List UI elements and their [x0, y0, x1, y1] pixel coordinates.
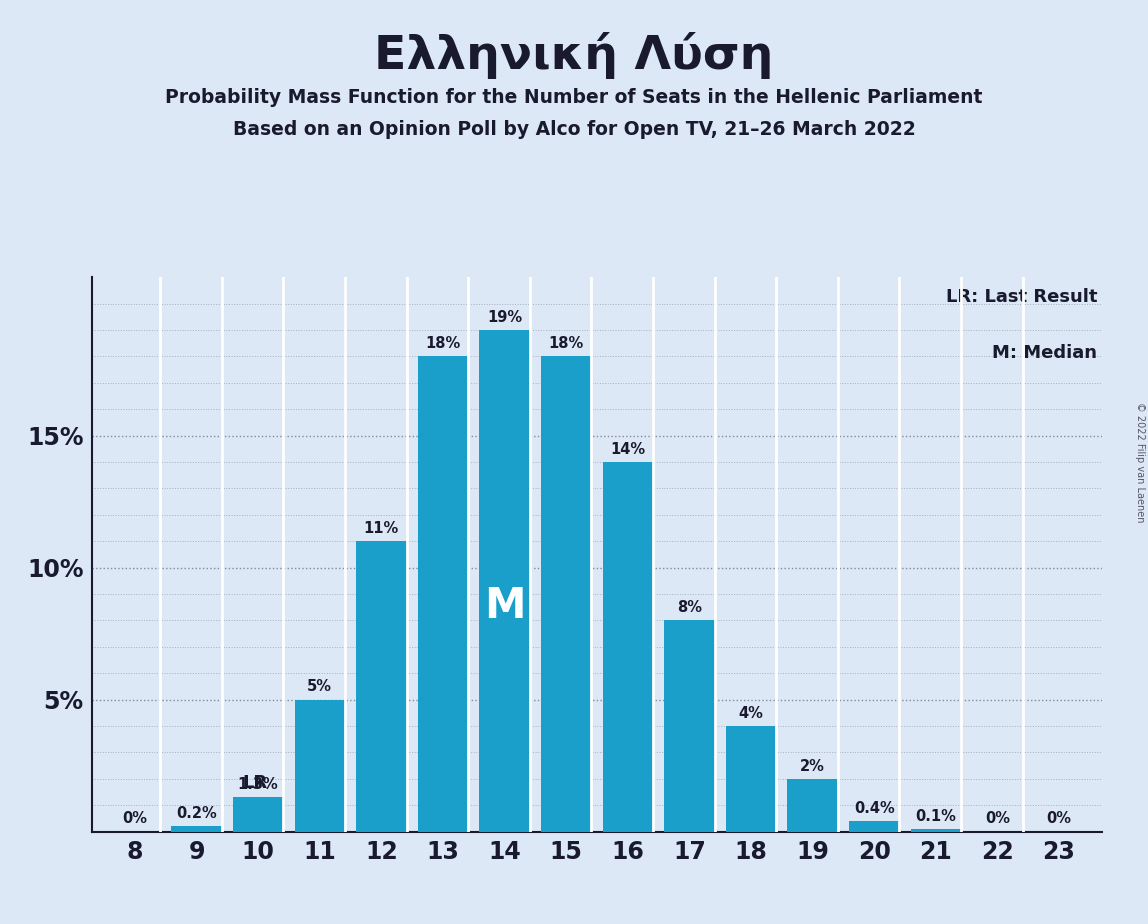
- Text: 0%: 0%: [1047, 811, 1071, 826]
- Text: 4%: 4%: [738, 706, 763, 721]
- Text: LR: Last Result: LR: Last Result: [946, 288, 1097, 306]
- Text: LR: LR: [242, 774, 267, 792]
- Text: Ελληνική Λύση: Ελληνική Λύση: [374, 32, 774, 79]
- Text: 0%: 0%: [985, 811, 1010, 826]
- Text: 0.2%: 0.2%: [176, 806, 217, 821]
- Bar: [910, 829, 961, 832]
- Text: 8%: 8%: [677, 600, 701, 615]
- Text: © 2022 Filip van Laenen: © 2022 Filip van Laenen: [1135, 402, 1145, 522]
- Text: 0.4%: 0.4%: [854, 801, 894, 816]
- Bar: [664, 620, 714, 832]
- Text: 18%: 18%: [549, 336, 584, 351]
- Text: Based on an Opinion Poll by Alco for Open TV, 21–26 March 2022: Based on an Opinion Poll by Alco for Ope…: [233, 120, 915, 140]
- Bar: [603, 462, 653, 832]
- Text: Probability Mass Function for the Number of Seats in the Hellenic Parliament: Probability Mass Function for the Number…: [165, 88, 983, 107]
- Text: 2%: 2%: [800, 759, 825, 773]
- Text: 19%: 19%: [487, 310, 522, 324]
- Text: 0%: 0%: [123, 811, 147, 826]
- Bar: [726, 726, 776, 832]
- Bar: [480, 330, 530, 832]
- Bar: [356, 541, 406, 832]
- Bar: [848, 821, 899, 832]
- Text: M: Median: M: Median: [992, 344, 1097, 361]
- Text: 14%: 14%: [611, 442, 645, 456]
- Bar: [295, 699, 346, 832]
- Text: 11%: 11%: [364, 521, 400, 536]
- Text: 18%: 18%: [426, 336, 460, 351]
- Bar: [171, 826, 222, 832]
- Text: M: M: [483, 585, 526, 626]
- Text: 5%: 5%: [308, 679, 332, 694]
- Bar: [418, 357, 468, 832]
- Bar: [541, 357, 591, 832]
- Text: 1.3%: 1.3%: [238, 777, 279, 792]
- Bar: [233, 797, 284, 832]
- Text: 0.1%: 0.1%: [915, 808, 956, 823]
- Bar: [788, 779, 838, 832]
